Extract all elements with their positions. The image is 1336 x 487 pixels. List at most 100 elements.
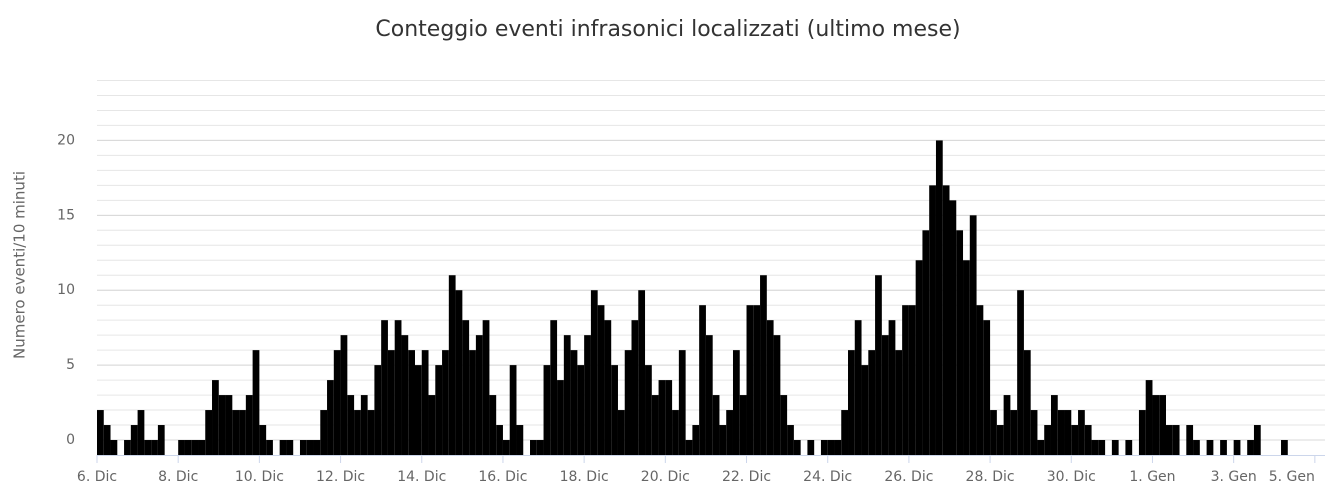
bar: [144, 440, 152, 455]
y-tick-label: 20: [57, 132, 75, 148]
x-tick-label: 10. Dic: [235, 469, 284, 485]
bar: [658, 380, 666, 455]
bar: [929, 185, 936, 455]
bar: [252, 350, 260, 455]
bar: [1078, 410, 1085, 455]
bar: [97, 410, 104, 455]
bar: [218, 395, 226, 455]
bar: [462, 320, 470, 455]
bar: [678, 350, 686, 455]
bar: [841, 410, 849, 455]
bar: [902, 305, 909, 455]
bar: [1159, 395, 1167, 455]
bar: [306, 440, 314, 455]
bar: [672, 410, 679, 455]
bar: [381, 320, 388, 455]
bar: [719, 425, 727, 455]
bar: [942, 185, 950, 455]
bar: [435, 365, 443, 455]
bar: [570, 350, 578, 455]
bar: [1017, 290, 1024, 455]
bar: [286, 440, 294, 455]
bar: [401, 335, 409, 455]
bar: [949, 200, 957, 455]
bar: [881, 335, 889, 455]
bar: [299, 440, 307, 455]
y-tick-label: 5: [66, 357, 75, 373]
bar: [1057, 410, 1065, 455]
bar: [584, 335, 591, 455]
bar: [550, 320, 558, 455]
bar: [110, 440, 118, 455]
bar: [983, 320, 991, 455]
bar: [320, 410, 328, 455]
bar: [780, 395, 788, 455]
bar: [178, 440, 185, 455]
bar: [530, 440, 537, 455]
bar: [245, 395, 253, 455]
bar: [428, 395, 436, 455]
bar: [469, 350, 476, 455]
bar: [367, 410, 375, 455]
bar: [1044, 425, 1051, 455]
bar: [1050, 395, 1058, 455]
bar: [198, 440, 206, 455]
bar: [753, 305, 761, 455]
x-tick-label: 18. Dic: [560, 469, 609, 485]
bar: [631, 320, 639, 455]
bar: [543, 365, 551, 455]
bar: [732, 350, 740, 455]
bar: [496, 425, 503, 455]
bar: [557, 380, 564, 455]
bar: [1003, 395, 1011, 455]
x-tick-label: 3. Gen: [1211, 469, 1257, 485]
bar: [854, 320, 862, 455]
bar: [1281, 440, 1288, 455]
bar: [1098, 440, 1106, 455]
bar: [563, 335, 571, 455]
bar: [651, 395, 659, 455]
bar: [475, 335, 483, 455]
bar: [151, 440, 158, 455]
bar: [394, 320, 402, 455]
bar: [834, 440, 842, 455]
bar: [1111, 440, 1119, 455]
bar: [760, 275, 767, 455]
bar: [787, 425, 794, 455]
bar: [699, 305, 706, 455]
bar: [820, 440, 828, 455]
bar: [191, 440, 199, 455]
bar: [455, 290, 463, 455]
bar: [259, 425, 267, 455]
bar: [239, 410, 246, 455]
x-tick-label: 24. Dic: [803, 469, 852, 485]
bar: [705, 335, 713, 455]
bar: [1145, 380, 1153, 455]
bar: [712, 395, 720, 455]
bar: [956, 230, 964, 455]
bar: [448, 275, 456, 455]
bar: [516, 425, 524, 455]
bar: [1152, 395, 1160, 455]
bar: [1091, 440, 1099, 455]
bar: [442, 350, 449, 455]
bar: [327, 380, 334, 455]
bar: [1125, 440, 1133, 455]
bar: [638, 290, 646, 455]
bar: [347, 395, 355, 455]
bar: [502, 440, 510, 455]
bar: [1138, 410, 1146, 455]
bar: [773, 335, 781, 455]
bar: [611, 365, 618, 455]
x-tick-label: 26. Dic: [884, 469, 933, 485]
bar: [1253, 425, 1261, 455]
bar: [888, 320, 896, 455]
bar: [875, 275, 882, 455]
bar: [1037, 440, 1045, 455]
bar: [624, 350, 632, 455]
bar: [421, 350, 429, 455]
y-tick-label: 0: [66, 432, 75, 448]
bar: [1206, 440, 1214, 455]
bar: [922, 230, 930, 455]
